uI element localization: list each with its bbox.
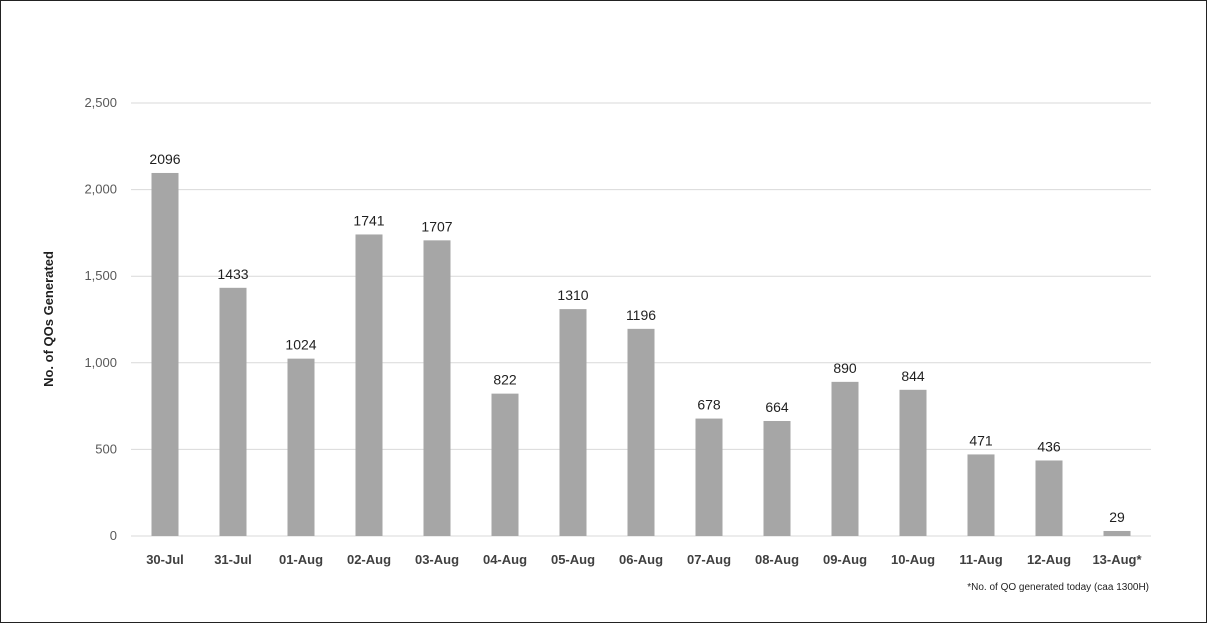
y-tick-label: 2,500 bbox=[84, 95, 117, 110]
bar bbox=[287, 358, 315, 536]
bar bbox=[899, 389, 927, 536]
data-label: 664 bbox=[765, 399, 789, 415]
y-tick-label: 500 bbox=[95, 441, 117, 456]
data-label: 1196 bbox=[626, 307, 656, 323]
x-tick-label: 31-Jul bbox=[214, 552, 252, 567]
x-tick-label: 08-Aug bbox=[755, 552, 799, 567]
data-label: 890 bbox=[833, 360, 857, 376]
data-labels: 2096 1433 1024 1741 1707 822 1310 1196 678 664 890… bbox=[149, 151, 1125, 525]
x-tick-label: 13-Aug* bbox=[1092, 552, 1142, 567]
data-label: 1741 bbox=[353, 212, 384, 228]
x-tick-label: 07-Aug bbox=[687, 552, 731, 567]
x-tick-label: 10-Aug bbox=[891, 552, 935, 567]
bar bbox=[355, 234, 383, 536]
x-tick-label: 12-Aug bbox=[1027, 552, 1071, 567]
bar bbox=[491, 393, 519, 536]
data-label: 1433 bbox=[217, 266, 248, 282]
x-tick-label: 06-Aug bbox=[619, 552, 663, 567]
x-tick-label: 30-Jul bbox=[146, 552, 184, 567]
bar bbox=[559, 309, 587, 536]
x-tick-label: 11-Aug bbox=[959, 552, 1002, 567]
bar bbox=[695, 418, 723, 536]
x-tick-label: 02-Aug bbox=[347, 552, 391, 567]
bar bbox=[1103, 530, 1131, 536]
data-label: 1310 bbox=[557, 287, 588, 303]
x-tick-label: 09-Aug bbox=[823, 552, 867, 567]
bar bbox=[151, 172, 179, 537]
bar bbox=[627, 328, 655, 536]
bar bbox=[967, 454, 995, 536]
y-tick-label: 0 bbox=[110, 528, 117, 543]
data-label: 471 bbox=[969, 432, 993, 448]
data-label: 844 bbox=[901, 368, 925, 384]
bar bbox=[1035, 460, 1063, 536]
y-axis-label: No. of QOs Generated bbox=[41, 251, 56, 387]
footnote: *No. of QO generated today (caa 1300H) bbox=[967, 582, 1149, 593]
data-label: 1024 bbox=[285, 337, 316, 353]
bar bbox=[219, 287, 247, 536]
data-label: 436 bbox=[1037, 438, 1061, 454]
x-tick-label: 03-Aug bbox=[415, 552, 459, 567]
y-axis-ticks: 0 500 1,000 1,500 2,000 2,500 bbox=[84, 95, 117, 543]
data-label: 29 bbox=[1109, 509, 1125, 525]
bar bbox=[763, 420, 791, 536]
data-label: 1707 bbox=[421, 218, 452, 234]
data-label: 2096 bbox=[149, 151, 180, 167]
x-tick-label: 05-Aug bbox=[551, 552, 595, 567]
x-tick-label: 04-Aug bbox=[483, 552, 527, 567]
bar bbox=[831, 381, 859, 536]
x-axis-ticks: 30-Jul 31-Jul 01-Aug 02-Aug 03-Aug 04-Aug 05-A… bbox=[146, 552, 1142, 567]
x-tick-label: 01-Aug bbox=[279, 552, 323, 567]
y-tick-label: 1,000 bbox=[84, 355, 117, 370]
bars bbox=[151, 172, 1131, 537]
y-tick-label: 1,500 bbox=[84, 268, 117, 283]
data-label: 822 bbox=[493, 372, 517, 388]
data-label: 678 bbox=[697, 397, 721, 413]
bar bbox=[423, 240, 451, 536]
y-tick-label: 2,000 bbox=[84, 182, 117, 197]
